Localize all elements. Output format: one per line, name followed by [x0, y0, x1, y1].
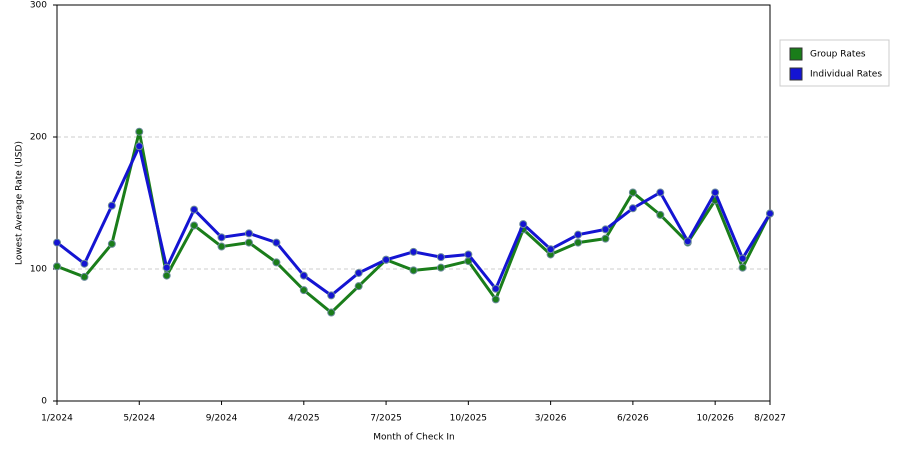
y-tick-label: 300 — [30, 1, 47, 11]
point — [53, 262, 61, 271]
x-tick-label: 8/2027 — [754, 414, 786, 424]
x-tick-label: 10/2025 — [450, 414, 487, 424]
plot-frame — [56, 4, 771, 402]
legend-label: Individual Rates — [810, 70, 882, 80]
point — [244, 238, 253, 247]
point — [217, 242, 226, 251]
point — [546, 245, 555, 254]
point — [519, 220, 528, 229]
point — [135, 142, 144, 151]
x-tick-label: 10/2026 — [696, 414, 734, 424]
point — [711, 188, 720, 197]
point — [190, 205, 199, 214]
y-axis-label: Lowest Average Rate (USD) — [15, 141, 25, 265]
legend-swatch — [789, 67, 803, 81]
y-tick-label: 200 — [30, 133, 47, 143]
point — [80, 272, 89, 281]
point — [354, 282, 363, 291]
point — [272, 258, 281, 267]
point — [354, 268, 363, 277]
point — [738, 263, 747, 272]
x-tick-label: 3/2026 — [535, 414, 567, 424]
point — [162, 263, 171, 272]
point — [190, 221, 199, 230]
point — [409, 266, 418, 275]
point — [574, 230, 583, 239]
y-tick-label: 0 — [41, 397, 47, 407]
x-tick-label: 7/2025 — [370, 414, 402, 424]
point — [436, 263, 445, 272]
x-tick-label: 9/2024 — [206, 414, 238, 424]
series-line — [56, 130, 772, 315]
point — [299, 286, 308, 295]
x-tick-label: 6/2026 — [617, 414, 649, 424]
point — [683, 237, 692, 246]
point — [244, 229, 253, 238]
point — [107, 201, 116, 210]
point — [436, 253, 445, 262]
point — [107, 239, 116, 248]
point — [162, 271, 171, 280]
point — [738, 254, 747, 263]
point — [327, 308, 336, 317]
x-tick-label: 1/2024 — [41, 414, 73, 424]
point — [135, 127, 144, 136]
y-tick-label: 100 — [30, 265, 47, 275]
x-axis-label: Month of Check In — [373, 433, 455, 443]
point — [217, 233, 226, 242]
point — [464, 250, 473, 259]
x-tick-label: 5/2024 — [123, 414, 155, 424]
point — [53, 238, 61, 247]
point — [409, 247, 418, 256]
point — [656, 210, 665, 219]
point — [656, 188, 665, 197]
point — [299, 271, 308, 280]
point — [601, 225, 610, 234]
point — [628, 204, 637, 213]
point — [272, 238, 281, 247]
point — [574, 238, 583, 247]
point — [491, 284, 500, 293]
legend-swatch — [789, 47, 803, 61]
legend-label: Group Rates — [810, 50, 866, 60]
x-tick-label: 4/2025 — [288, 414, 320, 424]
point — [80, 259, 89, 268]
point — [766, 209, 774, 218]
point — [491, 295, 500, 304]
point — [327, 291, 336, 300]
point — [601, 234, 610, 243]
point — [628, 188, 637, 197]
point — [382, 255, 391, 264]
